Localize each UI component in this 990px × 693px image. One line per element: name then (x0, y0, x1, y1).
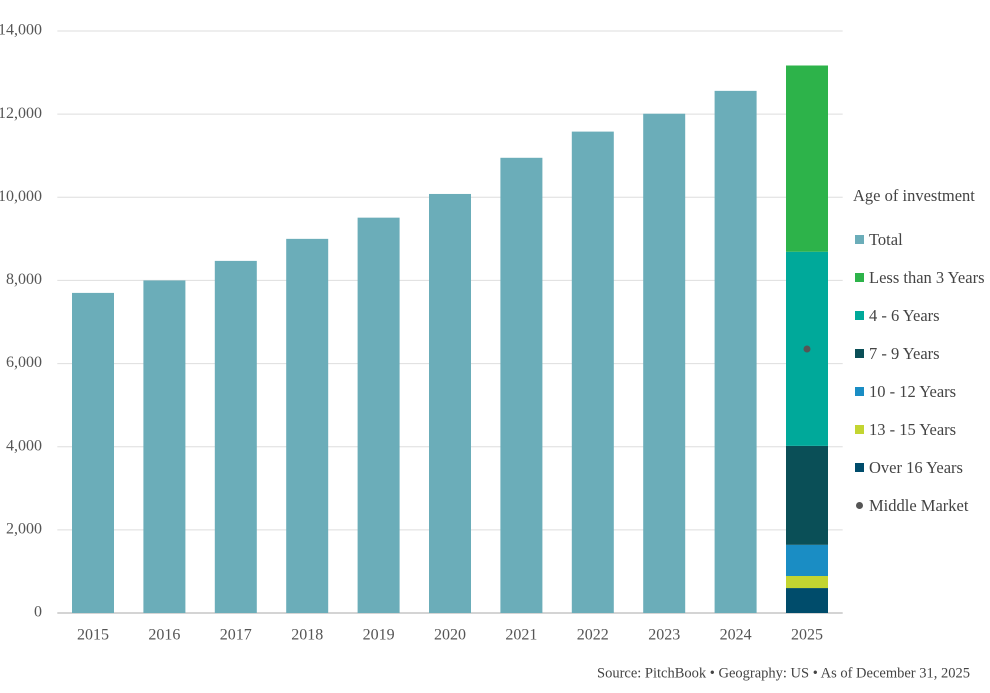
legend-swatch (855, 311, 864, 320)
x-tick-label: 2024 (720, 627, 752, 644)
x-tick-label: 2018 (291, 627, 323, 644)
bar (786, 544, 828, 577)
legend-label: Total (869, 230, 903, 249)
y-tick-label: 10,000 (0, 188, 42, 205)
legend-label: Less than 3 Years (869, 268, 985, 287)
legend-label: Middle Market (869, 496, 969, 515)
legend-swatch (855, 349, 864, 358)
bar (429, 193, 471, 613)
legend-swatch (855, 273, 864, 282)
y-tick-label: 8,000 (6, 271, 42, 288)
legend-item: 4 - 6 Years (853, 306, 990, 344)
legend-label: 10 - 12 Years (869, 382, 957, 401)
legend-item: Middle Market (853, 496, 990, 534)
bar (786, 65, 828, 252)
x-tick-label: 2023 (648, 627, 680, 644)
legend: Age of investment Total Less than 3 Years… (853, 186, 990, 534)
legend-item: Total (853, 230, 990, 268)
legend-item: Less than 3 Years (853, 268, 990, 306)
legend-swatch (855, 463, 864, 472)
y-tick-label: 2,000 (6, 521, 42, 538)
legend-item: 7 - 9 Years (853, 344, 990, 382)
bar (286, 238, 329, 613)
y-tick-label: 14,000 (0, 22, 42, 39)
legend-swatch (856, 502, 863, 509)
bar (500, 157, 543, 614)
legend-swatch (855, 425, 864, 434)
x-tick-label: 2015 (77, 627, 109, 644)
legend-title: Age of investment (853, 186, 975, 205)
x-tick-label: 2017 (220, 627, 252, 644)
legend-swatch (855, 387, 864, 396)
y-tick-label: 0 (34, 604, 42, 621)
legend-label: 4 - 6 Years (869, 306, 940, 325)
bar (571, 131, 614, 614)
bar (214, 260, 257, 613)
x-tick-label: 2025 (791, 627, 823, 644)
legend-item: 10 - 12 Years (853, 382, 990, 420)
bar (72, 292, 114, 613)
bar (786, 576, 828, 589)
y-tick-label: 12,000 (0, 105, 42, 122)
source-note: Source: PitchBook • Geography: US • As o… (597, 665, 970, 681)
legend-item: 13 - 15 Years (853, 420, 990, 458)
legend-label: 7 - 9 Years (869, 344, 940, 363)
legend-label: 13 - 15 Years (869, 420, 957, 439)
bar (714, 90, 757, 613)
bar (357, 217, 400, 614)
bar (786, 588, 828, 613)
legend-swatch (855, 235, 864, 244)
bar (786, 445, 828, 545)
legend-item: Over 16 Years (853, 458, 990, 496)
data-point (803, 345, 811, 353)
legend-label: Over 16 Years (869, 458, 963, 477)
bar (643, 113, 686, 613)
x-tick-label: 2019 (363, 627, 395, 644)
x-tick-label: 2020 (434, 627, 466, 644)
x-tick-label: 2022 (577, 627, 609, 644)
y-tick-label: 4,000 (6, 437, 42, 454)
x-tick-label: 2021 (505, 627, 537, 644)
x-tick-label: 2016 (148, 627, 180, 644)
bar (143, 280, 186, 613)
y-tick-label: 6,000 (6, 354, 42, 371)
